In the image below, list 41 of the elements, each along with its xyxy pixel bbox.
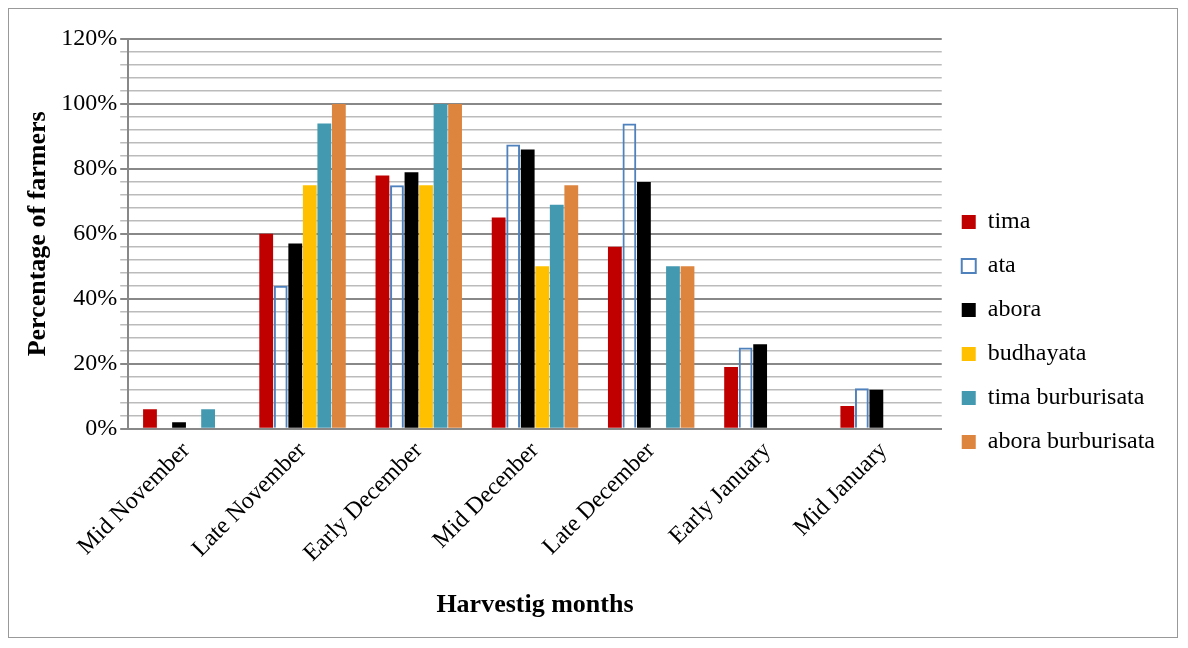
bar bbox=[259, 233, 274, 428]
bar bbox=[680, 266, 695, 428]
bar bbox=[201, 409, 215, 428]
bar bbox=[491, 217, 506, 428]
legend-label: ata bbox=[987, 251, 1017, 278]
y-tick-label: 0% bbox=[85, 414, 118, 441]
y-tick-label: 40% bbox=[73, 284, 118, 311]
legend-label: abora bbox=[987, 295, 1042, 322]
bar bbox=[666, 266, 680, 428]
bar bbox=[520, 149, 535, 428]
bar bbox=[724, 367, 738, 428]
y-tick-label: 120% bbox=[61, 24, 118, 51]
legend-label: tima bbox=[987, 207, 1031, 234]
bar bbox=[840, 405, 855, 428]
bar bbox=[448, 103, 462, 428]
y-axis-title: Percentage of farmers bbox=[22, 111, 52, 357]
legend-label: abora burburisata bbox=[987, 427, 1156, 454]
bar bbox=[869, 389, 884, 428]
bar bbox=[419, 185, 433, 428]
legend-label: budhayata bbox=[987, 339, 1087, 366]
y-tick-label: 60% bbox=[73, 219, 118, 246]
bar bbox=[433, 103, 448, 428]
bar bbox=[288, 243, 303, 428]
bar bbox=[607, 246, 622, 428]
bar bbox=[753, 344, 768, 428]
bar bbox=[637, 181, 651, 428]
bar bbox=[172, 422, 186, 428]
x-axis-title: Harvestig months bbox=[436, 589, 634, 619]
bar bbox=[317, 123, 332, 428]
y-tick-label: 80% bbox=[73, 154, 118, 181]
bar bbox=[535, 266, 550, 428]
bar bbox=[564, 185, 579, 428]
bar bbox=[375, 175, 390, 428]
bar bbox=[302, 185, 317, 428]
y-tick-label: 20% bbox=[73, 349, 118, 376]
bar bbox=[404, 172, 419, 428]
bar bbox=[549, 204, 564, 428]
legend-label: tima burburisata bbox=[987, 383, 1145, 410]
bar bbox=[331, 103, 346, 428]
bar bbox=[143, 409, 157, 428]
y-tick-label: 100% bbox=[61, 89, 118, 116]
